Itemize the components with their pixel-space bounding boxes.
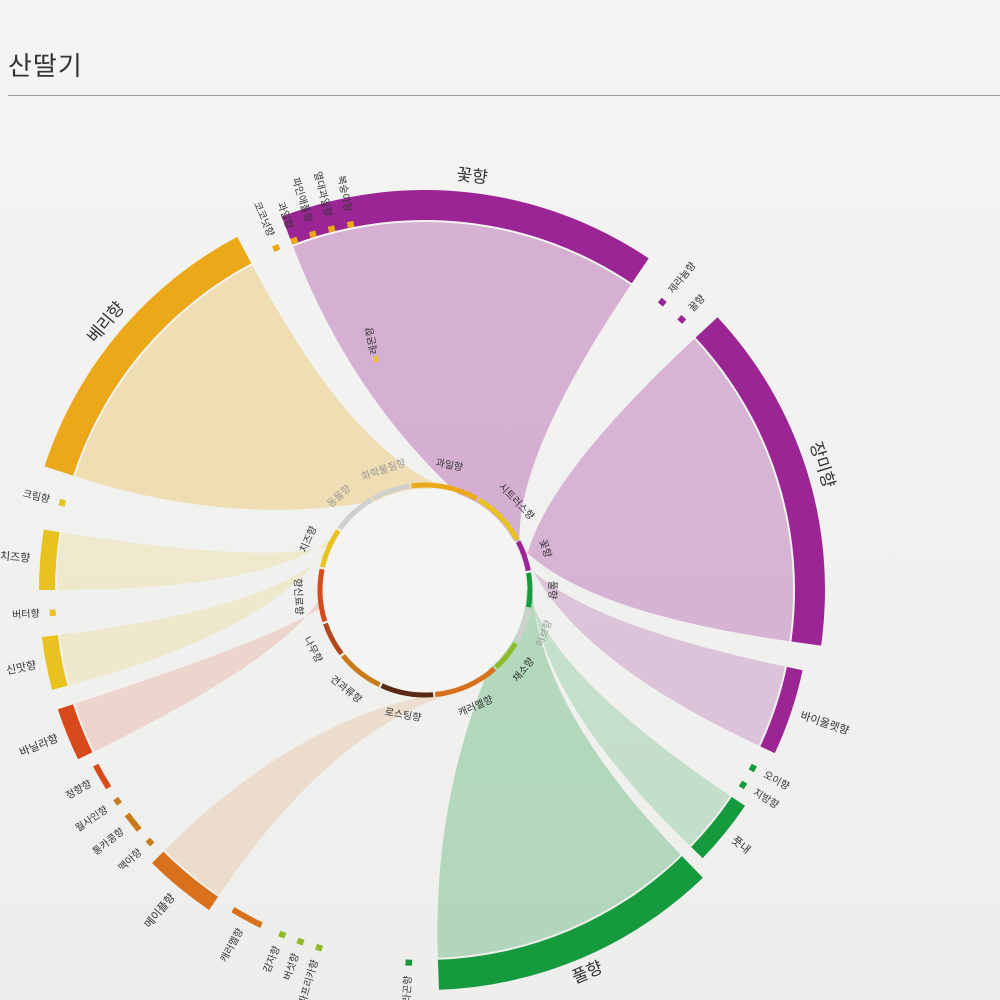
- outer-ring-label: 꿀향: [686, 293, 707, 315]
- inner-ring-segment: [380, 683, 434, 698]
- inner-ring-label: 향신료향: [291, 578, 305, 615]
- outer-ring-label: 오레가노/에스트라곤향: [398, 975, 414, 1000]
- outer-ring-segment: [695, 317, 825, 646]
- outer-ring-segment: [748, 763, 757, 773]
- outer-ring-label: 코코넛향: [251, 200, 277, 239]
- outer-ring-segment: [58, 499, 66, 507]
- flow-ribbon: [75, 601, 320, 752]
- outer-ring-label: 바이올렛향: [799, 709, 851, 737]
- outer-ring-segment: [57, 704, 93, 760]
- outer-ring-label: 감자향: [261, 944, 283, 974]
- outer-ring-label: 버섯향: [281, 952, 302, 982]
- outer-ring-segment: [152, 851, 219, 911]
- outer-ring-segment: [281, 190, 649, 284]
- title-divider: [8, 95, 1000, 96]
- inner-ring-segment: [516, 540, 531, 572]
- inner-ring-segment: [372, 483, 410, 501]
- inner-ring-label: 풀향: [546, 581, 558, 599]
- inner-ring-label: 나무향: [301, 635, 325, 665]
- outer-ring-label: 월사인향: [73, 804, 110, 835]
- center-disc: [323, 488, 527, 692]
- minor-marker: [373, 356, 378, 363]
- outer-ring-label: 메이플향: [142, 891, 178, 931]
- outer-ring-segment: [308, 230, 317, 239]
- inner-ring-segment: [435, 666, 497, 697]
- outer-ring-label: 꽃향: [455, 165, 488, 188]
- outer-ring-label: 풀향: [569, 958, 606, 989]
- inner-ring-segment: [494, 642, 518, 670]
- outer-ring-segment: [39, 529, 60, 590]
- outer-ring-label: 풋내: [729, 834, 753, 857]
- outer-ring-segment: [113, 796, 122, 806]
- outer-ring-segment: [677, 315, 687, 324]
- inner-ring-segment: [320, 529, 341, 568]
- inner-ring: [317, 482, 533, 698]
- flow-ribbon: [531, 593, 731, 846]
- outer-ring-label: 버터향: [12, 608, 40, 622]
- inner-ring-segment: [526, 572, 533, 608]
- inner-ring-segment: [337, 497, 373, 531]
- inner-ring-segment: [340, 653, 381, 687]
- inner-ring-label: 꽃향: [536, 538, 553, 559]
- outer-ring-label: 파프리카향: [297, 958, 322, 1000]
- inner-ring-segment: [477, 497, 520, 541]
- flow-ribbon: [524, 339, 793, 642]
- inner-ring-segment: [514, 608, 531, 643]
- outer-ring-label: 오이향: [761, 769, 791, 793]
- outer-ring-segment: [315, 943, 324, 952]
- outer-ring-segment: [327, 225, 336, 233]
- outer-ring: [39, 190, 825, 990]
- outer-ring-label: 지방향: [751, 787, 781, 812]
- flow-ribbon: [57, 532, 331, 590]
- outer-ring-label: 치즈향: [0, 550, 31, 565]
- outer-ring-label: 통카콩향: [90, 826, 126, 858]
- outer-ring-segment: [405, 959, 413, 966]
- outer-ring-segment: [691, 796, 746, 859]
- outer-ring-segment: [290, 236, 299, 245]
- outer-ring-label: 크림향: [21, 488, 51, 506]
- outer-ring-segment: [145, 837, 155, 847]
- flow-ribbon: [164, 689, 466, 896]
- outer-ring-label: 맥아향: [116, 846, 144, 873]
- inner-ring-segment: [317, 568, 328, 623]
- outer-ring-label: 제라늄향: [666, 260, 699, 296]
- inner-ring-segment: [411, 482, 478, 501]
- flow-ribbon: [75, 265, 444, 510]
- page-title: 산딸기: [8, 52, 83, 82]
- outer-ring-segment: [760, 666, 803, 754]
- outer-ring-segment: [124, 812, 142, 832]
- outer-ring-segment: [437, 856, 703, 990]
- outer-ring-label: 캐러멜향: [218, 926, 246, 964]
- outer-ring-label: 바닐라향: [18, 732, 60, 759]
- outer-ring-segment: [296, 937, 305, 946]
- inner-ring-label: 견과류향: [328, 673, 364, 705]
- flow-ribbon: [527, 560, 785, 746]
- outer-ring-segment: [41, 635, 68, 690]
- outer-ring-segment: [44, 236, 252, 476]
- outer-ring-segment: [346, 220, 355, 229]
- flow-ribbon: [59, 549, 326, 686]
- inner-ring-label: 치즈향: [298, 524, 320, 554]
- outer-ring-segment: [657, 297, 667, 307]
- inner-ring-label: 과일향: [435, 457, 464, 474]
- outer-ring-label: 레몬향: [363, 326, 380, 356]
- outer-ring-segment: [93, 763, 112, 790]
- outer-ring-segment: [49, 609, 56, 617]
- inner-ring-segment: [323, 622, 344, 656]
- flow-layer: [57, 222, 793, 958]
- outer-ring-segment: [231, 907, 263, 928]
- outer-ring-segment: [738, 780, 748, 790]
- outer-ring-segment: [278, 930, 287, 939]
- flow-ribbon: [437, 582, 681, 958]
- outer-ring-label: 정향향: [64, 778, 94, 802]
- outer-ring-label: 신맛향: [5, 659, 37, 678]
- outer-ring-segment: [272, 243, 281, 252]
- flow-ribbon: [293, 222, 631, 547]
